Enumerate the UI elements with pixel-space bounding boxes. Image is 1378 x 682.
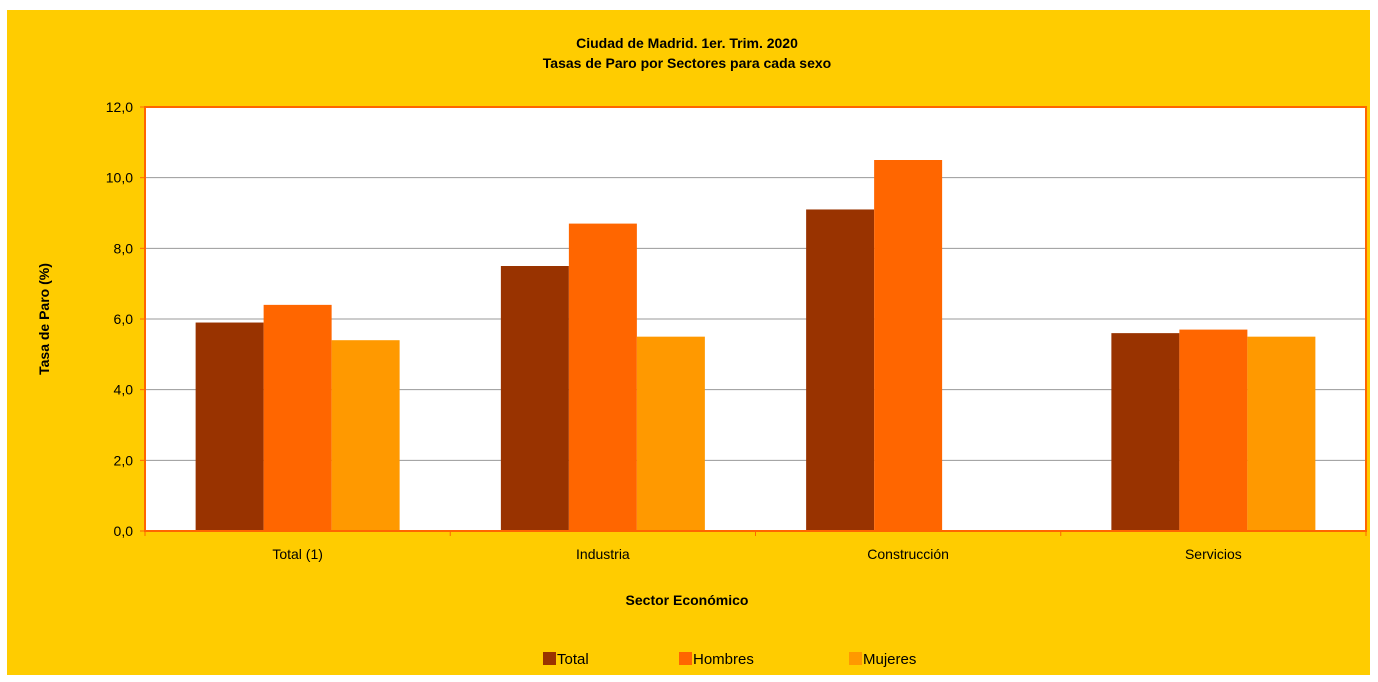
legend-label: Total [557,651,589,668]
y-tick-label: 10,0 [106,170,133,186]
bar [1111,333,1180,531]
y-tick-label: 0,0 [114,523,134,539]
x-axis-title: Sector Económico [626,592,749,608]
y-tick-label: 2,0 [114,452,134,468]
y-tick-label: 6,0 [114,311,134,327]
y-tick-label: 12,0 [106,99,133,115]
legend-label: Mujeres [863,651,916,668]
bar [568,223,637,531]
bar [874,160,943,531]
plot-layer: 0,0 2,0 4,0 6,0 8,0 10,0 12,0 Total (1) Industri… [106,99,1367,562]
x-tick-label: Industria [576,546,630,562]
x-tick-label: Total (1) [272,546,323,562]
bar [636,336,705,531]
bar [331,340,400,531]
bar [1247,336,1316,531]
y-tick-label: 4,0 [114,382,134,398]
legend-swatch [849,652,862,665]
bar [1179,329,1248,531]
y-axis-title: Tasa de Paro (%) [36,263,52,375]
chart-title: Ciudad de Madrid. 1er. Trim. 2020 [576,35,798,51]
legend-swatch [679,652,692,665]
bar-chart: Ciudad de Madrid. 1er. Trim. 2020 Tasas … [36,35,1367,668]
legend-label: Hombres [693,651,754,668]
legend: Total Hombres Mujeres [543,651,916,668]
bar [500,266,569,531]
chart-container: Ciudad de Madrid. 1er. Trim. 2020 Tasas … [7,10,1370,675]
bar [195,322,264,531]
x-tick-label: Servicios [1185,546,1242,562]
bar [263,304,332,531]
bar [806,209,875,531]
chart-subtitle: Tasas de Paro por Sectores para cada sex… [543,55,831,71]
y-tick-label: 8,0 [114,240,134,256]
legend-swatch [543,652,556,665]
x-tick-label: Construcción [867,546,949,562]
